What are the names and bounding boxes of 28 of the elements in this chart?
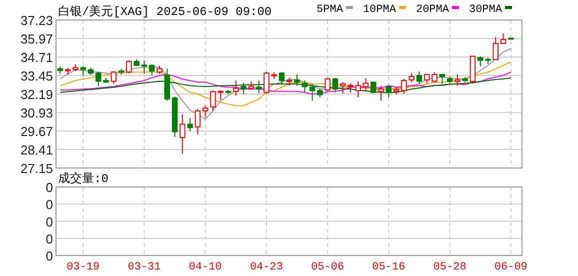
y-tick-label: 30.93 <box>20 106 53 120</box>
y-tick-label: 32.19 <box>20 87 53 102</box>
category-label: 03-19 <box>66 262 100 274</box>
chart-title: 白银/美元[XAG] 2025-06-09 09:00 <box>58 4 272 19</box>
y-tick-label: 29.67 <box>20 124 53 139</box>
y-tick-label: 34.71 <box>20 50 53 65</box>
y-tick-label: 35.97 <box>20 32 53 46</box>
text: 成交量:0 <box>58 171 108 186</box>
text: 0 <box>46 214 53 230</box>
category-label: 06-09 <box>494 262 528 274</box>
category-label: 05-16 <box>372 262 406 274</box>
text: 0 <box>46 248 53 264</box>
text: 0 <box>46 180 53 195</box>
category-label: 03-31 <box>128 262 162 274</box>
category-label: 05-06 <box>311 262 344 274</box>
y-tick-label: 28.41 <box>20 142 53 158</box>
category-label: 05-28 <box>433 262 466 274</box>
category-label: 04-10 <box>188 262 222 274</box>
y-tick-label: 37.23 <box>20 13 53 28</box>
text: 0 <box>46 231 53 246</box>
legend-label: 20PMA <box>416 4 450 16</box>
legend-label: 30PMA <box>468 4 502 16</box>
legend-label: 10PMA <box>362 4 396 16</box>
text: 0 <box>46 197 53 212</box>
y-tick-label: 33.45 <box>20 68 53 84</box>
category-label: 04-23 <box>250 262 283 274</box>
legend-label: 5PMA <box>316 4 344 16</box>
y-tick-label: 27.15 <box>20 161 53 176</box>
